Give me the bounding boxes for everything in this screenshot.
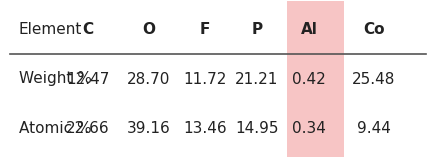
Text: Element: Element [19, 22, 82, 37]
Text: 22.66: 22.66 [66, 121, 110, 136]
Text: F: F [200, 22, 210, 37]
Text: P: P [252, 22, 262, 37]
Text: Weight %: Weight % [19, 72, 92, 86]
Text: C: C [82, 22, 94, 37]
Text: 0.42: 0.42 [292, 72, 326, 86]
Text: 25.48: 25.48 [352, 72, 395, 86]
Text: 39.16: 39.16 [127, 121, 170, 136]
Text: 14.95: 14.95 [235, 121, 279, 136]
Text: O: O [142, 22, 155, 37]
Text: Co: Co [363, 22, 385, 37]
Text: Atomic %: Atomic % [19, 121, 92, 136]
Text: 9.44: 9.44 [357, 121, 391, 136]
Text: Al: Al [300, 22, 317, 37]
Text: 11.72: 11.72 [183, 72, 227, 86]
Text: 13.46: 13.46 [183, 121, 227, 136]
Text: 21.21: 21.21 [235, 72, 279, 86]
Text: 0.34: 0.34 [292, 121, 326, 136]
Text: 12.47: 12.47 [66, 72, 110, 86]
FancyBboxPatch shape [287, 1, 344, 157]
Text: 28.70: 28.70 [127, 72, 170, 86]
